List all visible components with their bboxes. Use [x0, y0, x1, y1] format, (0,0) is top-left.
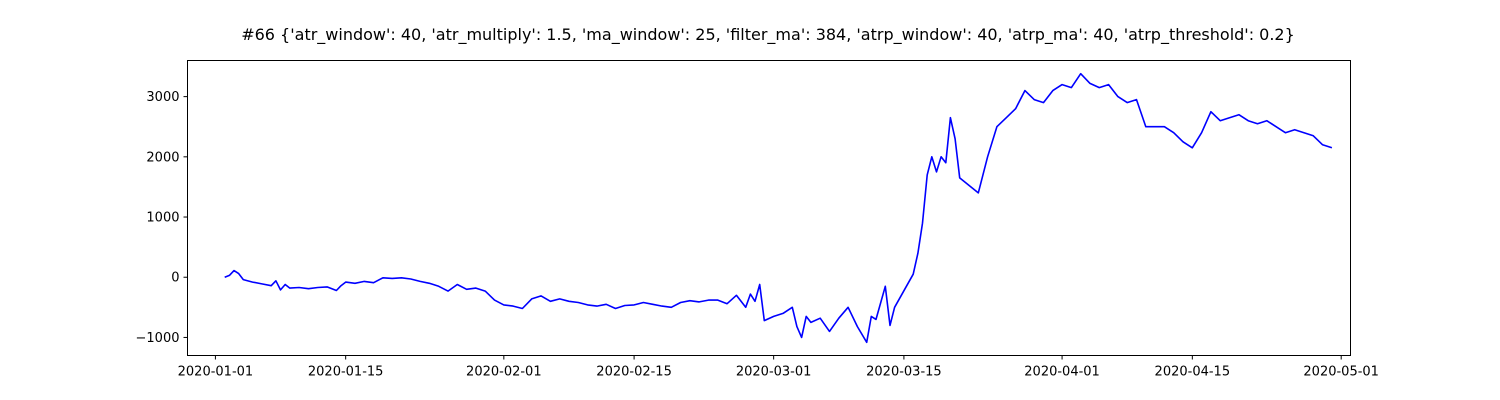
y-tick-label: 2000 [146, 150, 179, 165]
series-layer [224, 72, 1333, 344]
y-tick-label: −1000 [136, 331, 180, 346]
x-tick-label: 2020-04-01 [1024, 365, 1100, 380]
plot-frame [187, 60, 1351, 356]
y-tick-label: 1000 [146, 211, 179, 226]
x-tick-label: 2020-02-01 [466, 365, 542, 380]
x-tick-label: 2020-04-15 [1155, 365, 1231, 380]
x-tick-label: 2020-05-01 [1303, 365, 1379, 380]
x-tick-label: 2020-02-15 [596, 365, 672, 380]
x-tick-label: 2020-01-01 [178, 365, 254, 380]
y-tick-label: 0 [171, 271, 179, 286]
x-tick-label: 2020-03-01 [736, 365, 812, 380]
ticks-layer: 2020-01-01 2020-01-15 2020-02-01 2020-02-15… [136, 90, 1379, 379]
series-line-0 [224, 72, 1333, 344]
y-tick-label: 3000 [146, 90, 179, 105]
chart-title: #66 {'atr_window': 40, 'atr_multiply': 1… [241, 25, 1295, 45]
x-tick-label: 2020-03-15 [866, 365, 942, 380]
x-tick-label: 2020-01-15 [308, 365, 384, 380]
